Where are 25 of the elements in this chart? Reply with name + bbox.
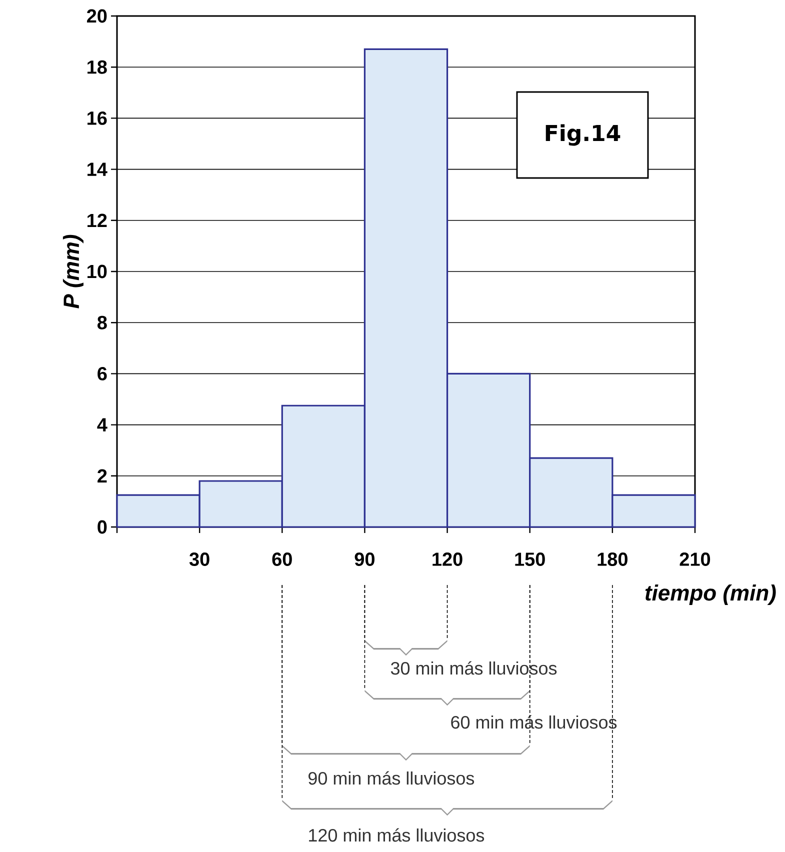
- text: 30 min más lluviosos: [390, 661, 557, 675]
- y-tick-label: 20: [86, 9, 107, 23]
- x-tick-label: 180: [598, 552, 628, 566]
- y-tick-label: 0: [98, 520, 107, 534]
- x-tick-label: 150: [515, 552, 545, 566]
- y-tick-label: 10: [88, 264, 107, 278]
- x-tick-label: 30: [189, 552, 210, 566]
- text: 120 min más lluviosos: [309, 828, 484, 842]
- y-axis-title: P (mm): [62, 234, 84, 308]
- y-tick-label: 8: [97, 316, 107, 330]
- y-tick-label: 14: [88, 162, 108, 176]
- y-tick-label: 12: [88, 214, 107, 228]
- y-tick-label: 18: [88, 60, 107, 74]
- x-tick-label: 60: [272, 552, 292, 566]
- y-tick-label: 4: [97, 418, 108, 432]
- x-tick-label: 90: [354, 552, 374, 566]
- x-tick-label: 210: [680, 552, 710, 566]
- y-tick-label: 6: [98, 366, 107, 380]
- annotation: Fig.14: [546, 124, 620, 146]
- x-tick-label: 120: [432, 552, 462, 566]
- text: 90 min más lluviosos: [308, 771, 474, 785]
- text: 60 min más lluviosos: [451, 715, 617, 729]
- y-tick-label: 2: [98, 469, 107, 483]
- x-axis-title: tiempo (min): [645, 584, 776, 606]
- y-tick-label: 16: [88, 111, 107, 125]
